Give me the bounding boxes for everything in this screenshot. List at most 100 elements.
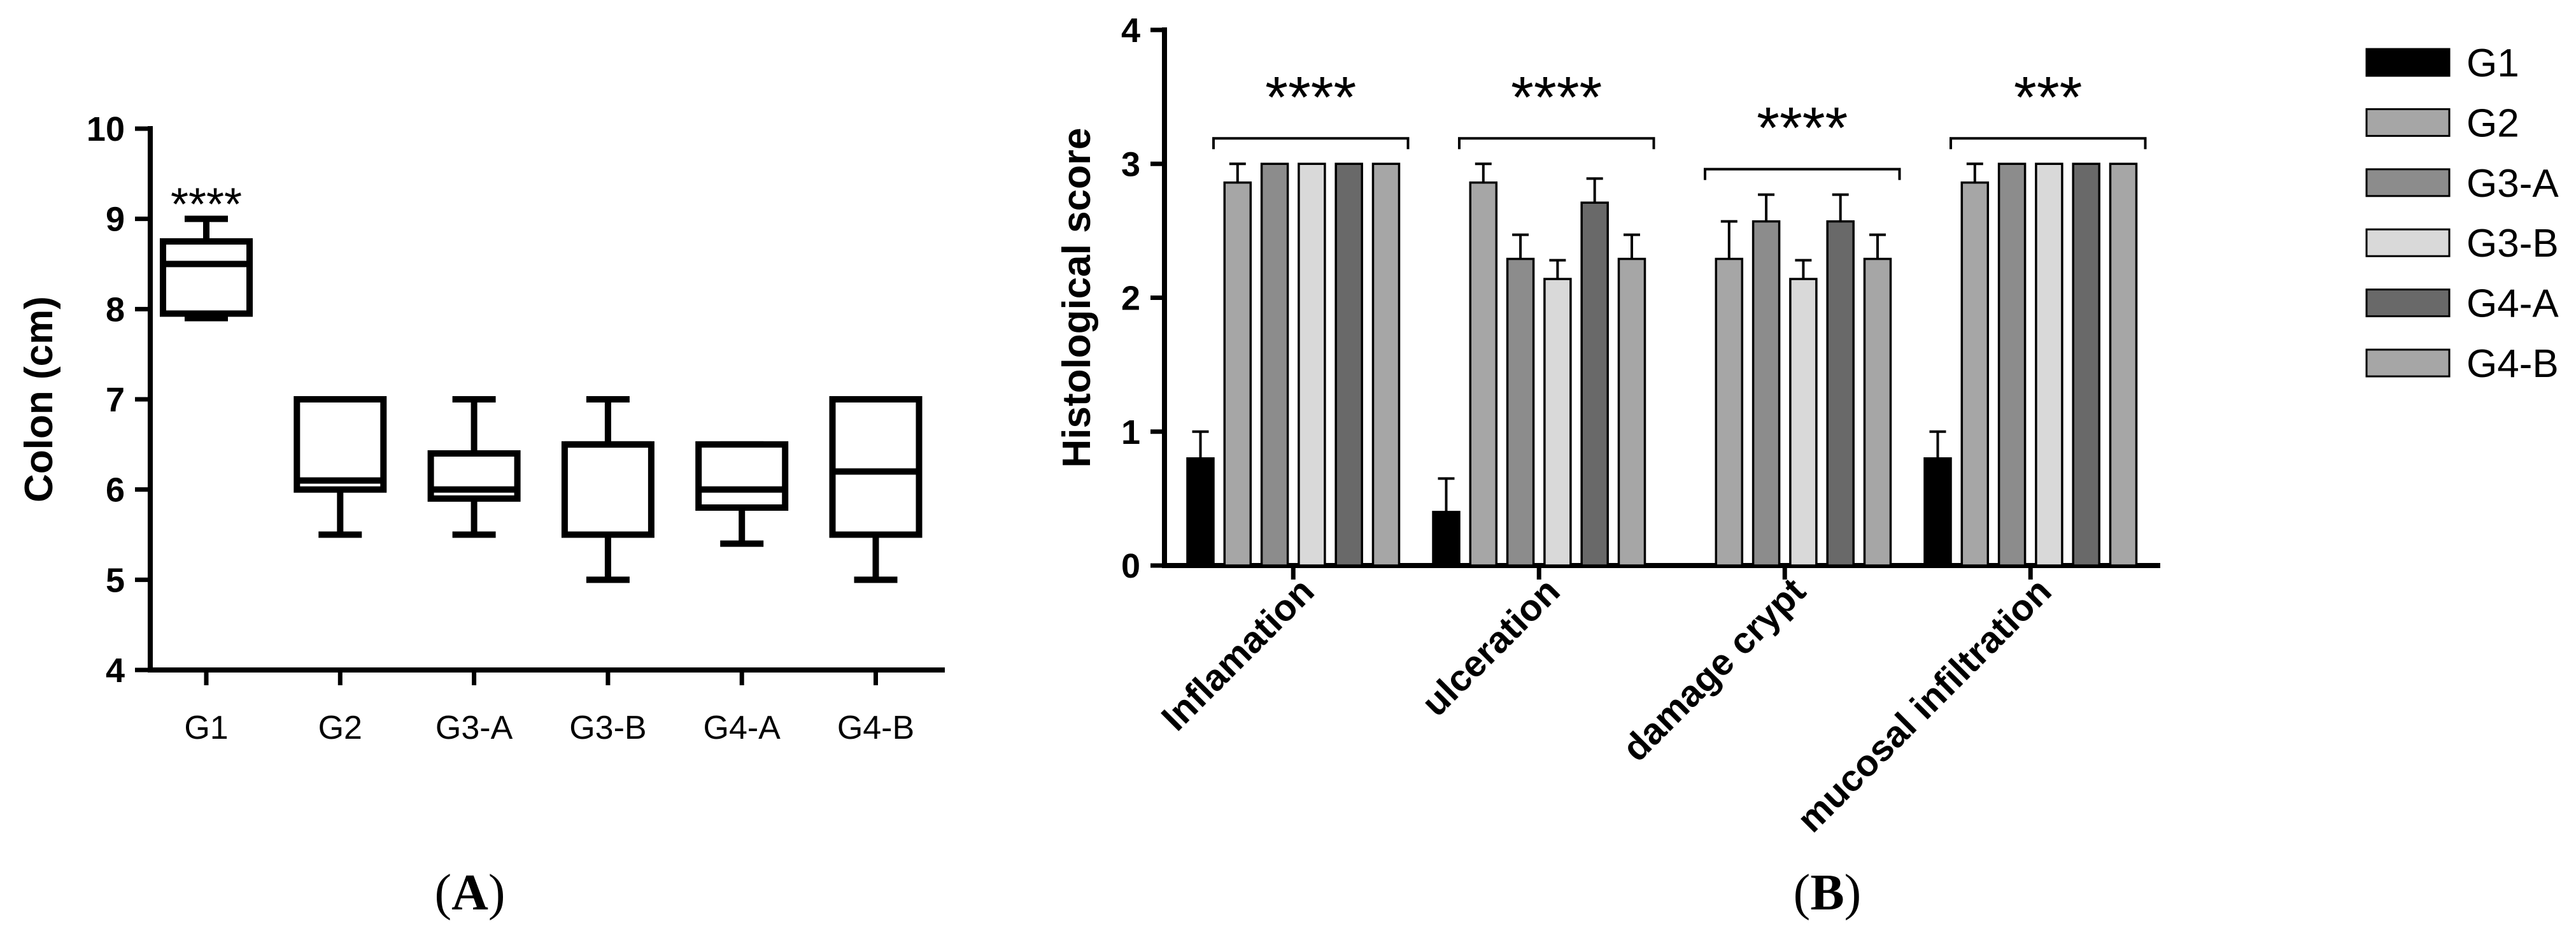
legend-item-g3-b: G3-B bbox=[2365, 222, 2559, 266]
legend-label: G3-B bbox=[2466, 222, 2559, 266]
bar-g3-b-mucosal-infiltration bbox=[2035, 162, 2063, 567]
bar-g4-b-ulceration bbox=[1617, 257, 1646, 567]
significance-bracket bbox=[1212, 137, 1410, 150]
legend-swatch bbox=[2365, 108, 2451, 137]
bar-g2-mucosal-infiltration bbox=[1960, 181, 1990, 567]
bar-group-damage-crypt bbox=[1715, 193, 1892, 567]
y-tick-label: 6 bbox=[106, 471, 125, 509]
bar-g3-b-inflamation bbox=[1298, 162, 1326, 567]
panel-b-label-close: ) bbox=[1844, 865, 1862, 921]
bar-g1-ulceration bbox=[1432, 511, 1461, 567]
category-label: damage crypt bbox=[1615, 570, 1814, 769]
bar-g2-inflamation bbox=[1223, 181, 1252, 567]
box-iqr bbox=[561, 441, 655, 538]
significance-bracket bbox=[1704, 167, 1901, 180]
panel-b-label-open: ( bbox=[1794, 865, 1811, 921]
y-tick-label: 9 bbox=[106, 201, 125, 239]
y-tick-label: 4 bbox=[1121, 11, 1140, 50]
legend-label: G2 bbox=[2466, 101, 2519, 145]
category-label: mucosal infiltration bbox=[1789, 570, 2059, 840]
legend-item-g3-a: G3-A bbox=[2365, 162, 2559, 206]
category-label: ulceration bbox=[1413, 570, 1568, 724]
x-tick-label: G3-A bbox=[435, 709, 513, 746]
panel-a-box-plot: 4 5 6 7 8 9 10 Colon (cm) G1 G2 G3-A G3-B G4-A G4-B **… bbox=[17, 110, 945, 746]
bar-g2-ulceration bbox=[1469, 181, 1498, 567]
box-g1 bbox=[160, 215, 253, 322]
panel-b-label-letter: B bbox=[1810, 865, 1844, 921]
bar-g3-b-damage-crypt bbox=[1789, 278, 1818, 567]
panel-b-bar-chart: 0 1 2 3 4 Histological score Inflamation **** ul… bbox=[1055, 11, 2160, 840]
y-axis-title: Histological score bbox=[1055, 127, 1099, 467]
y-tick-label: 4 bbox=[106, 652, 125, 690]
legend-label: G4-B bbox=[2466, 342, 2559, 386]
legend-swatch bbox=[2365, 228, 2451, 257]
legend-swatch bbox=[2365, 348, 2451, 378]
y-tick-label: 5 bbox=[106, 561, 125, 599]
bar-g3-b-ulceration bbox=[1543, 278, 1572, 567]
significance-bracket bbox=[1458, 137, 1655, 150]
bar-g4-a-mucosal-infiltration bbox=[2072, 162, 2100, 567]
panel-b-legend: G1 G2 G3-A G3-B G4-A G4-B bbox=[2365, 41, 2559, 386]
bar-g4-b-mucosal-infiltration bbox=[2109, 162, 2138, 567]
bar-g1-inflamation bbox=[1186, 457, 1215, 567]
y-tick-label: 3 bbox=[1121, 145, 1140, 183]
legend-label: G3-A bbox=[2466, 162, 2559, 206]
bar-g3-a-ulceration bbox=[1506, 257, 1535, 567]
legend-label: G4-A bbox=[2466, 282, 2559, 326]
x-tick-label: G4-A bbox=[704, 709, 781, 746]
bar-g4-b-inflamation bbox=[1371, 162, 1401, 567]
box-g4-b bbox=[829, 396, 923, 583]
bar-group-ulceration bbox=[1432, 162, 1646, 567]
box-iqr bbox=[160, 238, 253, 317]
x-tick-label: G4-B bbox=[837, 709, 914, 746]
significance-bracket bbox=[1950, 137, 2147, 150]
bar-g4-a-damage-crypt bbox=[1826, 220, 1855, 567]
legend-label: G1 bbox=[2466, 41, 2519, 85]
bar-g4-b-damage-crypt bbox=[1863, 257, 1892, 567]
significance-stars: **** bbox=[1757, 96, 1848, 161]
legend-item-g2: G2 bbox=[2365, 101, 2519, 145]
box-iqr bbox=[829, 396, 923, 538]
box-g4-a bbox=[695, 441, 789, 547]
bar-g3-a-damage-crypt bbox=[1752, 220, 1781, 567]
panel-a-label: (A) bbox=[434, 865, 505, 921]
significance-stars: *** bbox=[2014, 65, 2082, 130]
panel-b-label: (B) bbox=[1794, 865, 1862, 921]
box-g3-b bbox=[561, 396, 655, 583]
bar-group-inflamation bbox=[1186, 162, 1401, 567]
x-tick-label: G2 bbox=[318, 709, 362, 746]
bar-g3-a-inflamation bbox=[1260, 162, 1289, 567]
category-label: Inflamation bbox=[1154, 570, 1322, 739]
box-iqr bbox=[294, 396, 387, 493]
box-g3-a bbox=[427, 396, 521, 538]
y-tick-label: 0 bbox=[1121, 547, 1140, 585]
y-tick-label: 10 bbox=[87, 110, 125, 148]
legend-item-g4-b: G4-B bbox=[2365, 342, 2559, 386]
significance-stars: **** bbox=[1265, 65, 1356, 130]
box-g2 bbox=[294, 396, 387, 538]
legend-swatch bbox=[2365, 48, 2451, 77]
significance-stars: **** bbox=[171, 180, 242, 231]
bar-g4-a-ulceration bbox=[1580, 201, 1609, 567]
legend-swatch bbox=[2365, 288, 2451, 318]
legend-item-g4-a: G4-A bbox=[2365, 282, 2559, 326]
x-tick-label: G3-B bbox=[569, 709, 646, 746]
panel-a-label-letter: A bbox=[451, 865, 488, 921]
bar-group-mucosal-infiltration bbox=[1923, 162, 2138, 567]
legend-swatch bbox=[2365, 168, 2451, 197]
panel-a-label-open: ( bbox=[434, 865, 451, 921]
panel-a-label-close: ) bbox=[488, 865, 506, 921]
x-tick-label: G1 bbox=[184, 709, 228, 746]
box-iqr bbox=[695, 441, 789, 511]
y-tick-label: 8 bbox=[106, 290, 125, 329]
bar-g4-a-inflamation bbox=[1334, 162, 1363, 567]
y-tick-label: 1 bbox=[1121, 413, 1140, 452]
y-tick-label: 7 bbox=[106, 381, 125, 419]
bar-g2-damage-crypt bbox=[1715, 257, 1744, 567]
bar-g3-a-mucosal-infiltration bbox=[1997, 162, 2027, 567]
y-axis-title: Colon (cm) bbox=[17, 296, 61, 502]
legend-item-g1: G1 bbox=[2365, 41, 2519, 85]
significance-stars: **** bbox=[1511, 65, 1602, 130]
y-tick-label: 2 bbox=[1121, 280, 1140, 318]
